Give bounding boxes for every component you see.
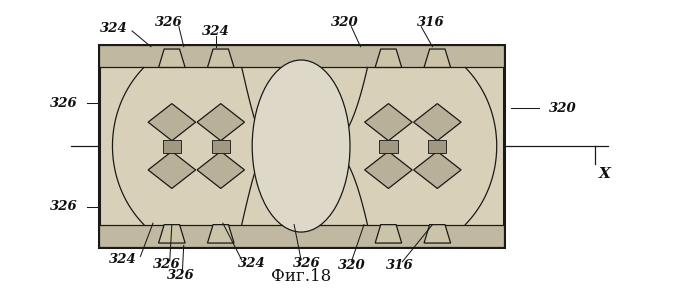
Bar [99,225,504,247]
Text: 326: 326 [153,257,181,271]
Text: Фиг.18: Фиг.18 [271,268,331,285]
Polygon shape [148,104,195,141]
Polygon shape [197,104,244,141]
Text: 320: 320 [330,16,358,30]
Text: 326: 326 [50,200,78,213]
Polygon shape [197,151,244,188]
Bar [99,45,504,67]
Polygon shape [424,49,451,67]
Text: 324: 324 [238,257,266,270]
Bar [428,139,447,153]
Text: 320: 320 [550,102,577,114]
Bar [99,45,504,247]
Text: 324: 324 [100,22,127,35]
Text: 326: 326 [293,257,321,270]
Polygon shape [365,104,412,141]
Text: X: X [599,167,611,181]
Text: 324: 324 [202,25,230,38]
Polygon shape [375,225,402,243]
Bar [379,139,398,153]
Text: 324: 324 [109,253,136,266]
Polygon shape [414,151,461,188]
Bar [211,139,230,153]
Text: 326: 326 [50,97,78,110]
Text: 316: 316 [386,259,414,272]
Polygon shape [159,49,185,67]
Ellipse shape [252,60,350,232]
Text: 326: 326 [155,16,182,30]
Polygon shape [414,104,461,141]
Polygon shape [159,225,185,243]
Text: 320: 320 [337,259,365,272]
Polygon shape [424,225,451,243]
Text: 326: 326 [167,269,195,283]
Polygon shape [365,151,412,188]
Polygon shape [207,49,234,67]
Polygon shape [375,49,402,67]
Polygon shape [207,225,234,243]
Polygon shape [148,151,195,188]
Bar [163,139,181,153]
Text: 316: 316 [416,16,444,30]
